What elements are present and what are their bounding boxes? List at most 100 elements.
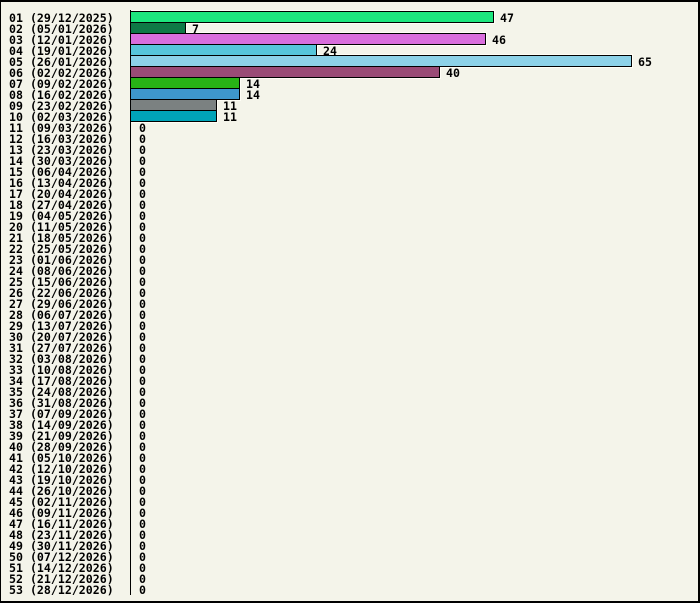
week-row-label: 12 (16/03/2026) (9, 131, 114, 146)
week-row-label: 38 (14/09/2026) (9, 417, 114, 432)
week-row-label: 40 (28/09/2026) (9, 439, 114, 454)
week-row-label: 31 (27/07/2026) (9, 340, 114, 355)
bar-value-label: 0 (138, 351, 146, 366)
bar-value-label: 65 (637, 54, 652, 69)
bar-value-label: 47 (499, 10, 514, 25)
bar-value-label: 0 (138, 263, 146, 278)
week-row-label: 23 (01/06/2026) (9, 252, 114, 267)
week-row-label: 49 (30/11/2026) (9, 538, 114, 553)
bar-value-label: 0 (138, 406, 146, 421)
bar-value-label: 0 (138, 241, 146, 256)
week-row-label: 28 (06/07/2026) (9, 307, 114, 322)
bar-value-label: 0 (138, 230, 146, 245)
week-row-label: 27 (29/06/2026) (9, 296, 114, 311)
bar-value-label: 0 (138, 164, 146, 179)
bar-value-label: 0 (138, 120, 146, 135)
week-row-label: 46 (09/11/2026) (9, 505, 114, 520)
week-bar (129, 65, 440, 79)
week-row-label: 20 (11/05/2026) (9, 219, 114, 234)
bar-value-label: 24 (322, 43, 337, 58)
bar-value-label: 0 (138, 373, 146, 388)
week-row-label: 11 (09/03/2026) (9, 120, 114, 135)
week-bar (129, 98, 218, 112)
week-row-label: 09 (23/02/2026) (9, 98, 114, 113)
week-row-label: 52 (21/12/2026) (9, 571, 114, 586)
week-bar (129, 54, 632, 68)
bar-value-label: 0 (138, 142, 146, 157)
week-row-label: 22 (25/05/2026) (9, 241, 114, 256)
window-border-top (0, 0, 700, 2)
bar-value-label: 0 (138, 483, 146, 498)
week-row-label: 33 (10/08/2026) (9, 362, 114, 377)
week-bar (129, 43, 317, 57)
week-row-label: 13 (23/03/2026) (9, 142, 114, 157)
bar-value-label: 40 (445, 65, 460, 80)
bar-value-label: 0 (138, 208, 146, 223)
bar-value-label: 0 (138, 472, 146, 487)
bar-value-label: 0 (138, 329, 146, 344)
bar-value-label: 0 (138, 384, 146, 399)
bar-value-label: 0 (138, 571, 146, 586)
bar-value-label: 0 (138, 307, 146, 322)
week-row-label: 02 (05/01/2026) (9, 21, 114, 36)
bar-value-label: 0 (138, 252, 146, 267)
week-row-label: 35 (24/08/2026) (9, 384, 114, 399)
bar-value-label: 0 (138, 318, 146, 333)
week-row-label: 24 (08/06/2026) (9, 263, 114, 278)
week-row-label: 17 (20/04/2026) (9, 186, 114, 201)
bar-value-label: 0 (138, 274, 146, 289)
week-bar (129, 10, 494, 24)
week-row-label: 41 (05/10/2026) (9, 450, 114, 465)
bar-value-label: 0 (138, 197, 146, 212)
bar-value-label: 0 (138, 505, 146, 520)
week-row-label: 39 (21/09/2026) (9, 428, 114, 443)
bar-value-label: 0 (138, 340, 146, 355)
week-row-label: 15 (06/04/2026) (9, 164, 114, 179)
bar-value-label: 0 (138, 362, 146, 377)
bar-value-label: 0 (138, 450, 146, 465)
week-bar (129, 76, 241, 90)
week-row-label: 47 (16/11/2026) (9, 516, 114, 531)
bar-value-label: 11 (223, 109, 238, 124)
week-row-label: 43 (19/10/2026) (9, 472, 114, 487)
week-row-label: 18 (27/04/2026) (9, 197, 114, 212)
week-bar (129, 21, 187, 35)
bar-value-label: 0 (138, 175, 146, 190)
bar-value-label: 0 (138, 516, 146, 531)
bar-value-label: 0 (138, 186, 146, 201)
week-row-label: 50 (07/12/2026) (9, 549, 114, 564)
week-row-label: 26 (22/06/2026) (9, 285, 114, 300)
window-border-left (0, 0, 2, 603)
week-row-label: 03 (12/01/2026) (9, 32, 114, 47)
week-row-label: 14 (30/03/2026) (9, 153, 114, 168)
week-row-label: 01 (29/12/2025) (9, 10, 114, 25)
week-row-label: 30 (20/07/2026) (9, 329, 114, 344)
bar-value-label: 0 (138, 494, 146, 509)
week-row-label: 32 (03/08/2026) (9, 351, 114, 366)
week-row-label: 51 (14/12/2026) (9, 560, 114, 575)
bar-value-label: 0 (138, 461, 146, 476)
week-row-label: 04 (19/01/2026) (9, 43, 114, 58)
week-row-label: 29 (13/07/2026) (9, 318, 114, 333)
bar-value-label: 0 (138, 538, 146, 553)
bar-value-label: 0 (138, 582, 146, 597)
bar-value-label: 0 (138, 219, 146, 234)
bar-value-label: 0 (138, 153, 146, 168)
bar-value-label: 0 (138, 417, 146, 432)
bar-value-label: 0 (138, 131, 146, 146)
week-row-label: 48 (23/11/2026) (9, 527, 114, 542)
week-row-label: 08 (16/02/2026) (9, 87, 114, 102)
week-row-label: 37 (07/09/2026) (9, 406, 114, 421)
bar-value-label: 0 (138, 285, 146, 300)
week-row-label: 42 (12/10/2026) (9, 461, 114, 476)
week-row-label: 19 (04/05/2026) (9, 208, 114, 223)
bar-value-label: 0 (138, 395, 146, 410)
week-row-label: 21 (18/05/2026) (9, 230, 114, 245)
week-row-label: 16 (13/04/2026) (9, 175, 114, 190)
bar-value-label: 14 (246, 87, 261, 102)
y-axis-line (129, 9, 132, 596)
week-row-label: 36 (31/08/2026) (9, 395, 114, 410)
week-row-label: 44 (26/10/2026) (9, 483, 114, 498)
week-row-label: 10 (02/03/2026) (9, 109, 114, 124)
